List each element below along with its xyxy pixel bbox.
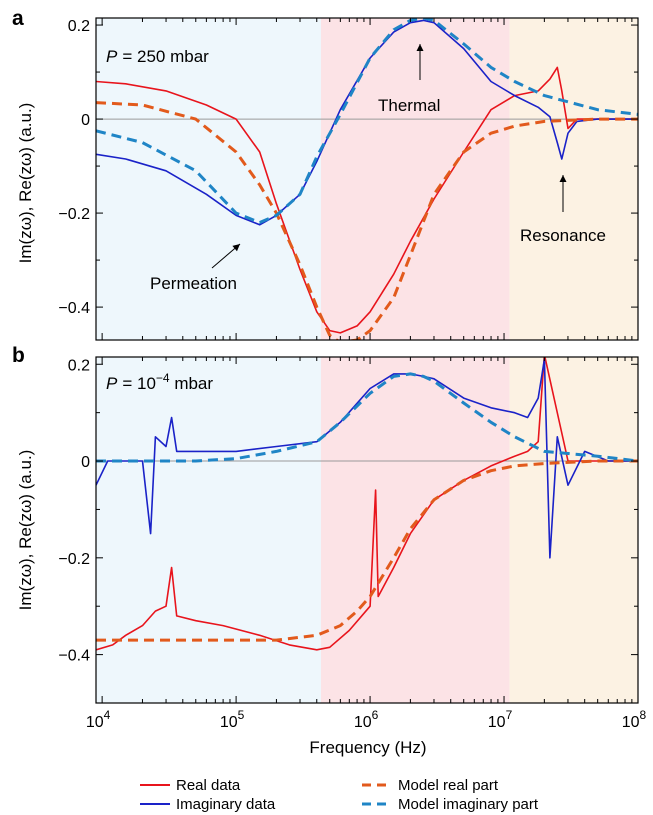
x-tick-label: 104 bbox=[86, 708, 111, 731]
panel-a-y-tick-label: 0 bbox=[81, 112, 90, 129]
panel-b-y-tick-label: 0 bbox=[81, 454, 90, 471]
panel-a-series-real-data bbox=[96, 66, 638, 334]
panel-a-y-ticks: 0.2 0 −0.2 −0.4 bbox=[58, 18, 638, 317]
panel-a-region-2 bbox=[509, 18, 638, 340]
legend-label-imaginary-data: Imaginary data bbox=[176, 796, 276, 813]
legend-label-real-data: Real data bbox=[176, 777, 241, 794]
panel-a-y-tick-label: −0.4 bbox=[58, 300, 90, 317]
panel-b-pressure-eq: = 10 bbox=[122, 374, 156, 393]
panel-a-region-0 bbox=[96, 18, 321, 340]
panel-a-region-1 bbox=[320, 18, 510, 340]
panel-b-pressure-unit: mbar bbox=[170, 374, 214, 393]
panel-a-y-tick-label: −0.2 bbox=[58, 206, 90, 223]
x-tick-label: 106 bbox=[354, 708, 379, 731]
panel-a-frame bbox=[95, 17, 639, 341]
panel-b-pressure-exp: −4 bbox=[156, 371, 170, 385]
panel-a-annotation-arrowhead-permeation bbox=[232, 244, 240, 252]
legend-label-model-imaginary: Model imaginary part bbox=[398, 796, 539, 813]
x-tick-label: 108 bbox=[622, 708, 647, 731]
panel-b-region-2 bbox=[509, 357, 638, 703]
panel-b-series-model-imag bbox=[96, 372, 638, 463]
panel-b-region-1 bbox=[320, 357, 510, 703]
panel-b-series-imag-data bbox=[96, 358, 638, 559]
panel-a-pressure-value: = 250 mbar bbox=[122, 47, 209, 66]
panel-a-axes bbox=[95, 17, 639, 341]
panel-a-y-axis-label: Im(zω), Re(zω) (a.u.) bbox=[16, 103, 35, 264]
x-tick-label: 107 bbox=[488, 708, 513, 731]
panel-a-annotation-permeation: Permeation bbox=[150, 274, 237, 293]
panel-a-annotation-arrowhead-thermal bbox=[416, 44, 424, 51]
panel-b-y-tick-label: 0.2 bbox=[68, 357, 90, 374]
panel-b-y-axis-label: Im(zω), Re(zω) (a.u.) bbox=[16, 450, 35, 611]
panel-a-series bbox=[96, 18, 638, 340]
panel-a: 0.2 0 −0.2 −0.4 Thermal Resonance Permeation bbox=[58, 17, 639, 341]
panel-a-regions bbox=[96, 18, 638, 340]
panel-b-region-0 bbox=[96, 357, 321, 703]
panel-a-pressure-prefix: P bbox=[106, 47, 118, 66]
panel-a-annotation-arrowhead-resonance bbox=[559, 175, 567, 182]
panel-b-y-tick-label: −0.2 bbox=[58, 551, 90, 568]
panel-b-x-ticks: 104 105 106 107 108 bbox=[86, 708, 647, 731]
panel-a-annotations: Thermal Resonance Permeation bbox=[150, 44, 606, 293]
panel-b-series bbox=[96, 357, 638, 651]
panel-a-y-tick-label: 0.2 bbox=[68, 18, 90, 35]
legend-label-model-real: Model real part bbox=[398, 777, 499, 794]
x-axis-label: Frequency (Hz) bbox=[309, 738, 426, 757]
panel-b-axes bbox=[95, 356, 639, 704]
panel-b-pressure-label: P = 10−4 mbar bbox=[106, 371, 213, 393]
panel-a-series-model-real bbox=[96, 101, 638, 340]
panel-a-pressure-label: P = 250 mbar bbox=[106, 47, 209, 66]
panel-b-y-tick-label: −0.4 bbox=[58, 648, 90, 665]
panel-a-series-imag-data bbox=[96, 19, 638, 226]
panel-b-series-real-data bbox=[96, 357, 638, 651]
panel-a-letter: a bbox=[12, 7, 24, 30]
panel-a-annotation-resonance: Resonance bbox=[520, 226, 606, 245]
panel-a-annotation-thermal: Thermal bbox=[378, 96, 440, 115]
panel-b-y-ticks: 0.2 0 −0.2 −0.4 bbox=[58, 357, 638, 704]
x-tick-label: 105 bbox=[220, 708, 245, 731]
panel-b-letter: b bbox=[12, 344, 25, 367]
legend: Real data Imaginary data Model real part… bbox=[140, 777, 539, 813]
panel-b: 0.2 0 −0.2 −0.4 104 105 106 107 108 bbox=[58, 356, 647, 731]
panel-b-frame bbox=[95, 356, 639, 704]
panel-b-series-model-real bbox=[96, 459, 638, 642]
panel-b-pressure-prefix: P bbox=[106, 374, 118, 393]
